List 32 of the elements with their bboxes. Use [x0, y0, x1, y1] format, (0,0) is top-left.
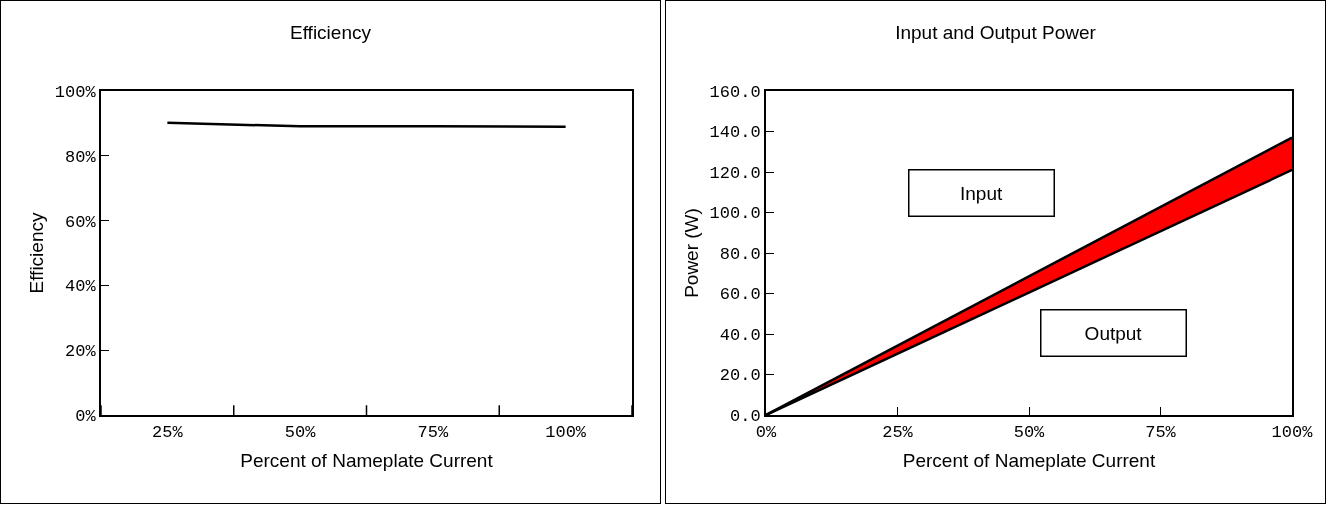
- annotation: Output: [1084, 322, 1143, 344]
- x-axis-title: Percent of Nameplate Current: [240, 449, 494, 471]
- y-axis-title: Power (W): [680, 208, 702, 298]
- x-tick-label: 75%: [417, 423, 449, 443]
- y-tick-label: 120.0: [709, 163, 761, 183]
- y-tick-label: 60%: [64, 212, 97, 232]
- x-axis-title: Percent of Nameplate Current: [902, 449, 1156, 471]
- y-tick-label: 80.0: [719, 244, 761, 264]
- y-tick-label: 0%: [75, 406, 97, 426]
- y-axis-title: Efficiency: [26, 212, 48, 294]
- y-tick-label: 160.0: [709, 82, 761, 102]
- x-tick-label: 100%: [1271, 423, 1314, 443]
- x-tick-label: 0%: [755, 423, 777, 443]
- annotation: Input: [960, 182, 1003, 204]
- y-tick-label: 40.0: [719, 325, 761, 345]
- x-tick-label: 100%: [545, 423, 587, 443]
- y-tick-label: 100.0: [709, 204, 761, 224]
- x-tick-label: 25%: [882, 423, 914, 443]
- y-tick-label: 60.0: [719, 285, 761, 305]
- y-tick-label: 0.0: [729, 406, 761, 426]
- x-tick-label: 50%: [1013, 423, 1046, 443]
- y-tick-label: 80%: [64, 147, 97, 167]
- chart-title: Efficiency: [290, 22, 372, 44]
- x-tick-label: 50%: [284, 423, 317, 443]
- y-tick-label: 40%: [64, 277, 97, 297]
- x-tick-label: 25%: [152, 423, 184, 443]
- chart-title: Input and Output Power: [895, 22, 1097, 44]
- y-tick-label: 140.0: [709, 123, 761, 143]
- y-tick-label: 100%: [54, 82, 97, 102]
- x-tick-label: 75%: [1145, 423, 1177, 443]
- y-tick-label: 20%: [64, 342, 97, 362]
- y-tick-label: 20.0: [719, 366, 761, 386]
